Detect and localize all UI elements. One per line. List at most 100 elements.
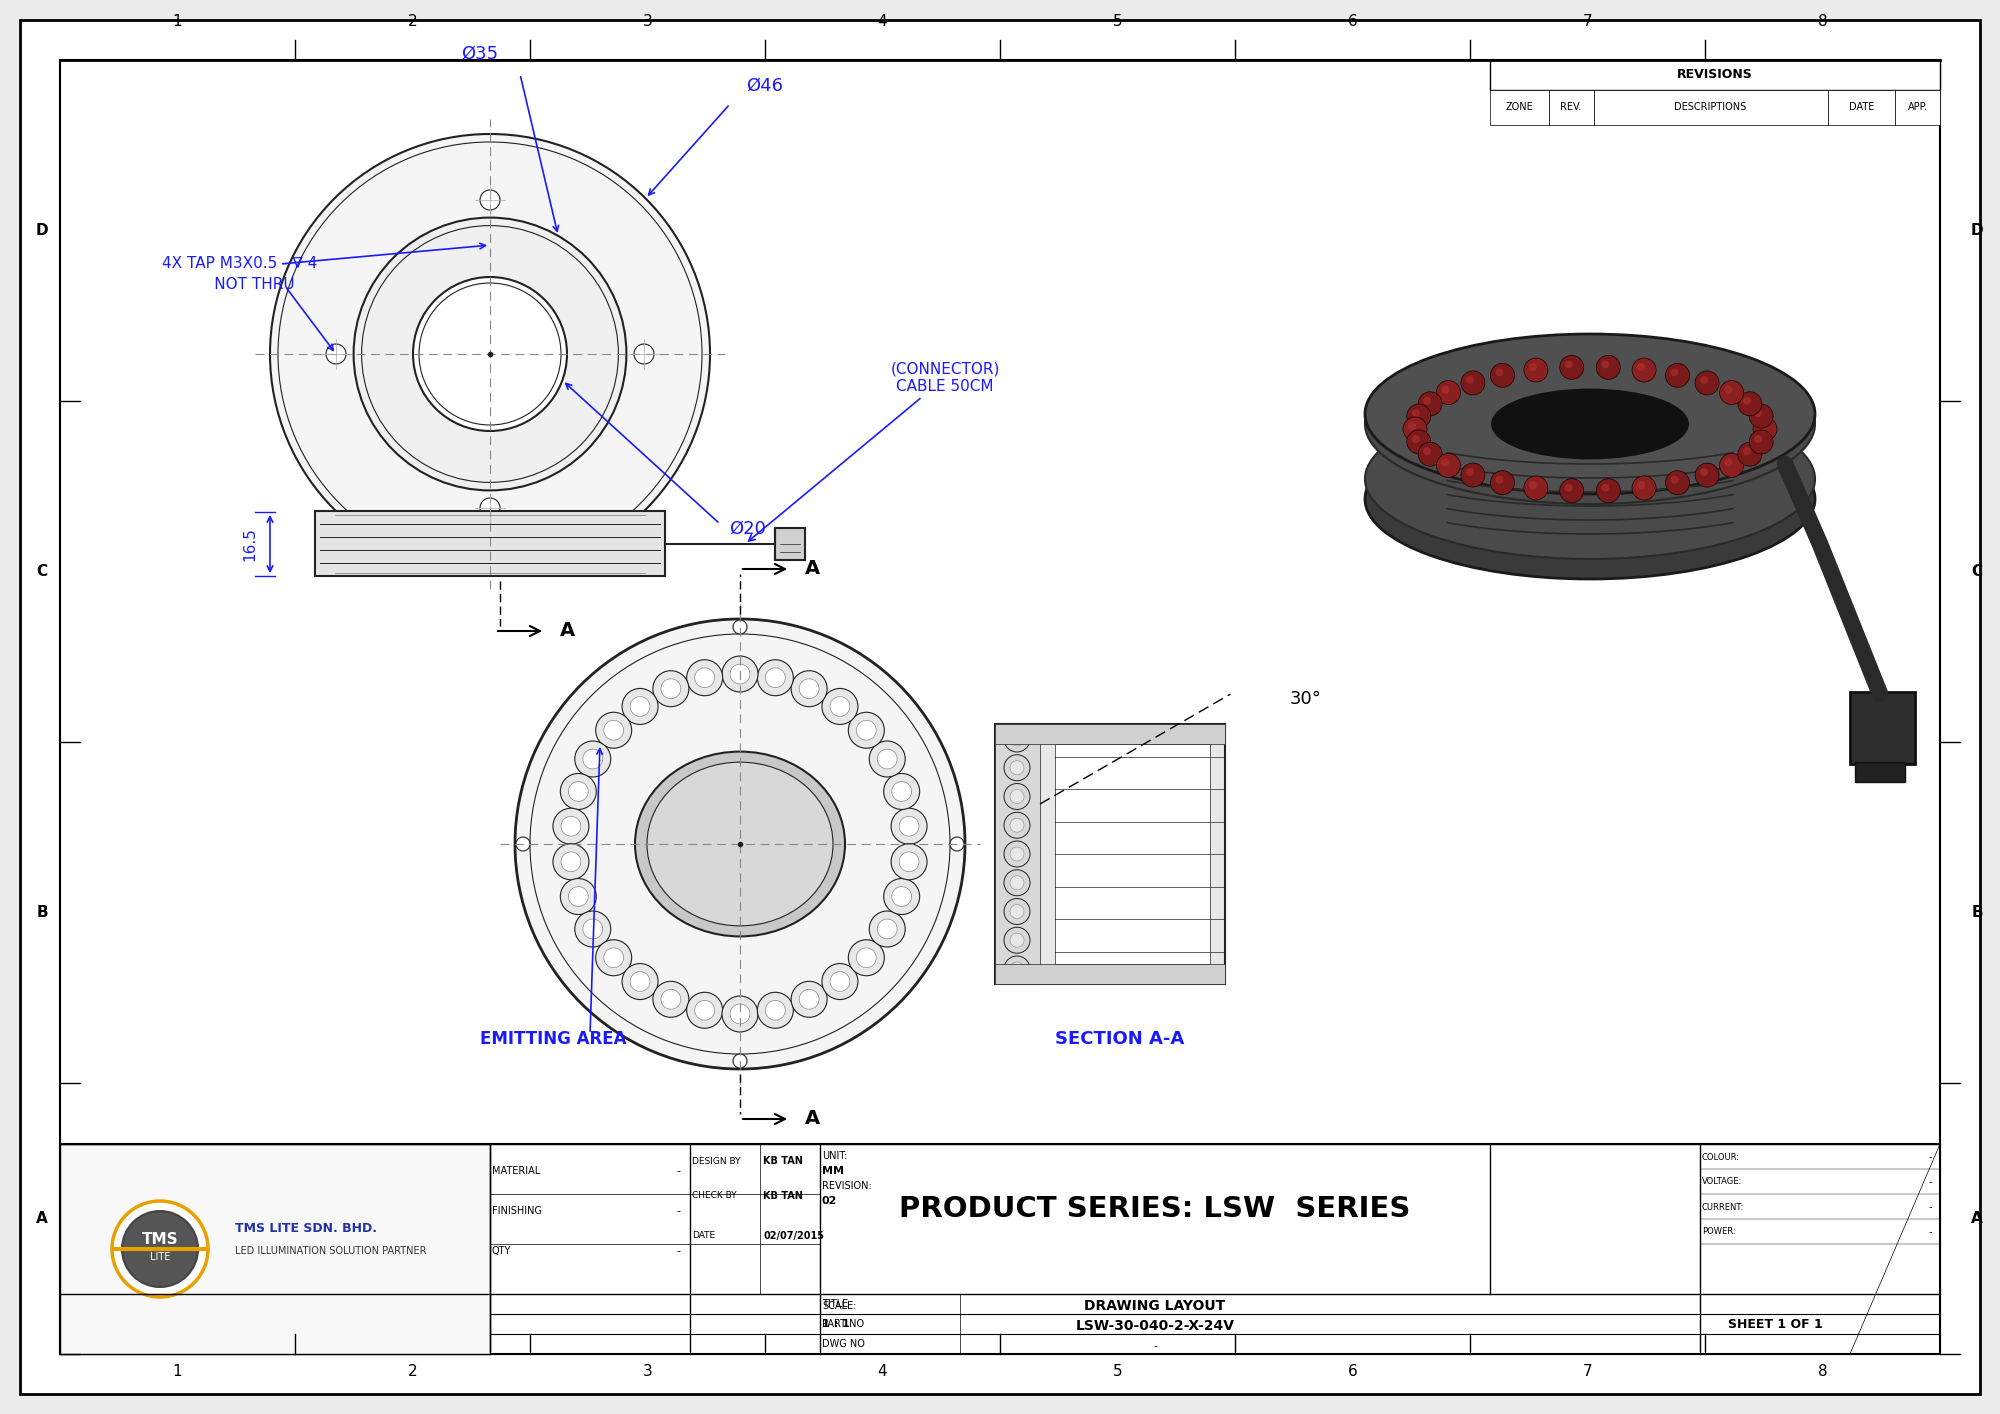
Text: ZONE: ZONE (1506, 102, 1534, 113)
Circle shape (1738, 443, 1762, 467)
Text: A: A (804, 1110, 820, 1128)
Bar (1056, 744, 1210, 964)
Bar (1548, 90, 1594, 124)
Circle shape (892, 887, 912, 906)
Circle shape (1496, 368, 1504, 376)
Text: 2: 2 (408, 14, 418, 28)
Circle shape (660, 990, 680, 1010)
Circle shape (604, 720, 624, 740)
Text: 3: 3 (642, 14, 652, 28)
Ellipse shape (1364, 419, 1816, 578)
Text: LED ILLUMINATION SOLUTION PARTNER: LED ILLUMINATION SOLUTION PARTNER (236, 1246, 426, 1256)
Circle shape (870, 741, 906, 778)
Circle shape (1418, 392, 1442, 416)
Text: SCALE:: SCALE: (822, 1301, 856, 1311)
Circle shape (1460, 462, 1484, 486)
Circle shape (1466, 468, 1474, 477)
Circle shape (900, 816, 918, 836)
Circle shape (1406, 430, 1430, 454)
Circle shape (694, 1000, 714, 1019)
Text: 1 : 1: 1 : 1 (822, 1319, 850, 1329)
Text: 8: 8 (1818, 1365, 1828, 1380)
Text: CHECK BY: CHECK BY (692, 1192, 736, 1200)
Text: 02/07/2015: 02/07/2015 (764, 1232, 824, 1241)
Text: 1: 1 (172, 14, 182, 28)
Circle shape (722, 656, 758, 691)
Circle shape (730, 665, 750, 684)
Text: 5: 5 (1112, 14, 1122, 28)
Circle shape (1490, 363, 1514, 387)
Text: -: - (1928, 1202, 1932, 1212)
Text: REVISION:: REVISION: (822, 1181, 872, 1191)
Bar (996, 724, 1224, 984)
Text: PRODUCT SERIES: LSW  SERIES: PRODUCT SERIES: LSW SERIES (900, 1195, 1410, 1223)
Circle shape (1010, 905, 1024, 919)
Circle shape (1490, 471, 1514, 495)
Circle shape (892, 809, 928, 844)
Circle shape (722, 995, 758, 1032)
Text: COLOUR:: COLOUR: (1702, 1152, 1740, 1161)
Circle shape (596, 713, 632, 748)
Circle shape (830, 697, 850, 717)
Circle shape (1632, 477, 1656, 501)
Bar (996, 724, 1224, 744)
Circle shape (732, 1053, 748, 1068)
Circle shape (630, 697, 650, 717)
Circle shape (552, 809, 588, 844)
Text: 3: 3 (642, 1365, 652, 1380)
Circle shape (1412, 409, 1420, 417)
Text: DWG NO: DWG NO (822, 1339, 864, 1349)
Circle shape (1724, 458, 1732, 467)
Circle shape (1720, 454, 1744, 478)
Text: TITLE: TITLE (822, 1299, 848, 1309)
Circle shape (1404, 417, 1428, 441)
Bar (316, 510, 664, 575)
Circle shape (686, 993, 722, 1028)
Circle shape (630, 971, 650, 991)
Circle shape (652, 981, 688, 1017)
Circle shape (1412, 436, 1420, 443)
Text: 6: 6 (1348, 1365, 1358, 1380)
Circle shape (420, 283, 560, 426)
Text: D: D (36, 223, 48, 238)
Circle shape (1004, 725, 1030, 752)
Circle shape (878, 919, 898, 939)
Text: -: - (676, 1246, 680, 1256)
Circle shape (1010, 819, 1024, 833)
Circle shape (480, 498, 500, 518)
Circle shape (1638, 363, 1646, 370)
Circle shape (480, 189, 500, 211)
Circle shape (560, 878, 596, 915)
Circle shape (652, 670, 688, 707)
Circle shape (900, 851, 918, 871)
Circle shape (758, 993, 794, 1028)
Circle shape (686, 660, 722, 696)
Circle shape (1700, 468, 1708, 477)
Text: SECTION A-A: SECTION A-A (1056, 1029, 1184, 1048)
Text: TMS: TMS (142, 1232, 178, 1247)
Bar (996, 964, 1224, 984)
Circle shape (848, 940, 884, 976)
Circle shape (560, 773, 596, 809)
Circle shape (1436, 454, 1460, 478)
Bar (1490, 59, 1940, 90)
Circle shape (892, 844, 928, 880)
Circle shape (634, 344, 654, 363)
Text: C: C (1972, 564, 1982, 578)
Circle shape (792, 670, 828, 707)
Circle shape (1524, 477, 1548, 501)
Bar (1490, 90, 1548, 124)
Circle shape (270, 134, 710, 574)
Circle shape (1010, 789, 1024, 803)
Circle shape (1010, 933, 1024, 947)
Text: -: - (676, 1167, 680, 1176)
Circle shape (1010, 875, 1024, 889)
Text: KB TAN: KB TAN (764, 1157, 802, 1167)
Text: POWER:: POWER: (1702, 1227, 1736, 1236)
Bar (60, 1144, 1940, 1355)
Text: -: - (676, 1206, 680, 1216)
Circle shape (758, 660, 794, 696)
Bar (776, 527, 804, 560)
Ellipse shape (1364, 399, 1816, 559)
Text: 4: 4 (878, 1365, 888, 1380)
